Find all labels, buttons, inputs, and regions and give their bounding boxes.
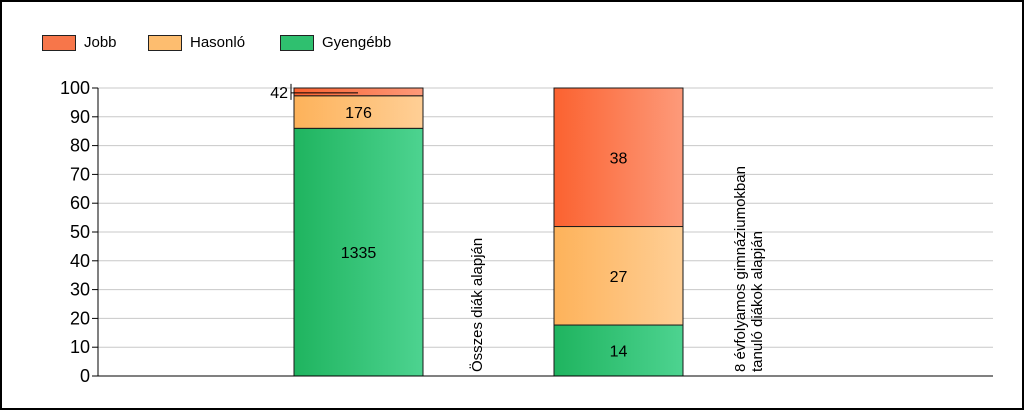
- labels: 0 10 20 30 40 50 60 70 80 90 100 1335 176 42 Összes di…: [60, 78, 766, 386]
- bar-segment-jobb: [293, 87, 424, 97]
- y-tick-label: 60: [70, 193, 90, 213]
- category-label: Összes diák alapján: [468, 238, 486, 372]
- legend-swatch-hasonlo: [148, 35, 182, 51]
- y-tick-label: 70: [70, 164, 90, 184]
- legend-swatch-jobb: [42, 35, 76, 51]
- bar-segment-hasonló: [553, 226, 684, 326]
- y-tick-label: 0: [80, 366, 90, 386]
- legend-label-gyengebb: Gyengébb: [322, 34, 392, 51]
- axes: [92, 87, 993, 377]
- data-label: 1335: [341, 245, 377, 262]
- y-tick-label: 40: [70, 251, 90, 271]
- data-label: 38: [610, 150, 628, 167]
- y-tick-label: 80: [70, 136, 90, 156]
- data-label: 14: [610, 344, 628, 361]
- data-label: 176: [345, 105, 372, 122]
- y-tick-label: 90: [70, 107, 90, 127]
- y-tick-label: 20: [70, 308, 90, 328]
- y-tick-label: 30: [70, 280, 90, 300]
- y-tick-label: 10: [70, 337, 90, 357]
- legend-swatch-gyengebb: [280, 35, 314, 51]
- category-label: 8 évfolyamos gimnáziumokbantanuló diákok…: [732, 166, 766, 372]
- bar-segment-gyengébb: [553, 324, 684, 377]
- bars: [293, 87, 684, 377]
- grid: [98, 87, 993, 377]
- legend-label-jobb: Jobb: [84, 34, 117, 51]
- data-label: 42: [270, 85, 288, 102]
- y-tick-label: 100: [60, 78, 90, 98]
- data-label: 27: [610, 269, 628, 286]
- y-tick-label: 50: [70, 222, 90, 242]
- legend-label-hasonlo: Hasonló: [190, 34, 246, 51]
- bar-segment-hasonló: [293, 95, 424, 129]
- bar-segment-jobb: [553, 87, 684, 228]
- bar-segment-gyengébb: [293, 127, 424, 377]
